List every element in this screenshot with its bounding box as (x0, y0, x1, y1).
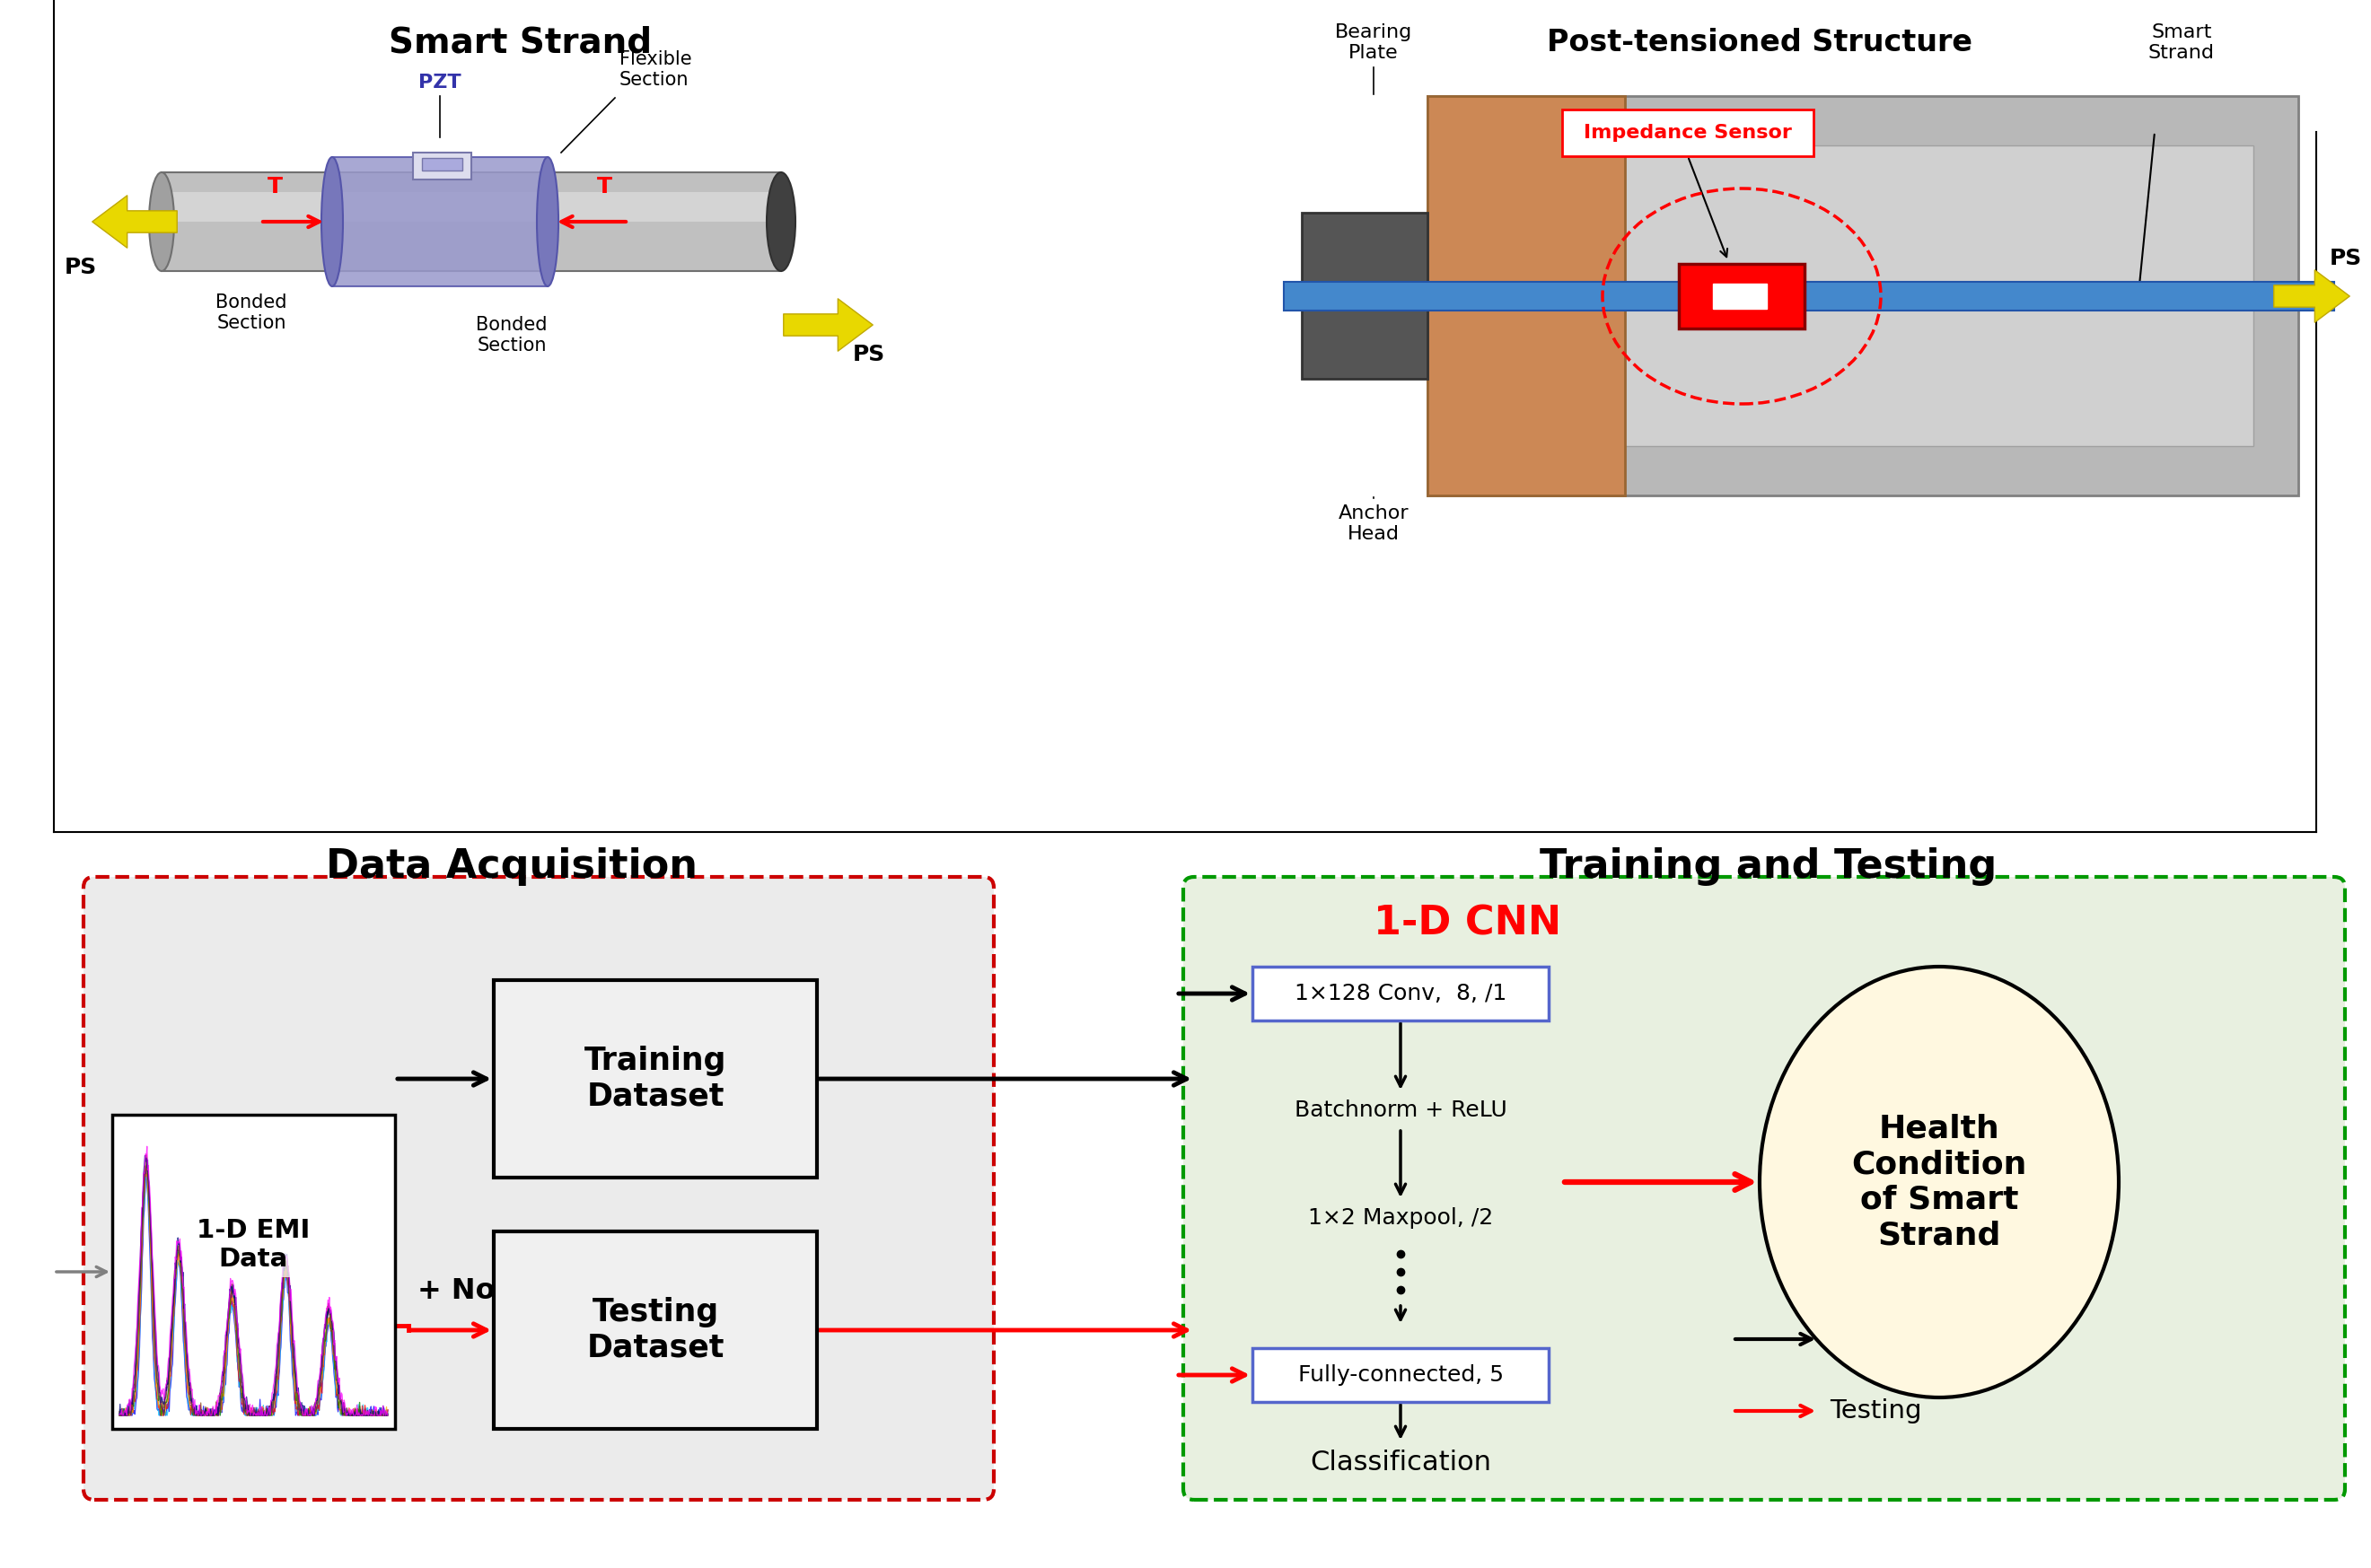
Text: PS: PS (64, 257, 97, 278)
Ellipse shape (149, 172, 173, 271)
Text: 1×128 Conv,  8, /1: 1×128 Conv, 8, /1 (1295, 983, 1506, 1005)
Text: Flexible
Section: Flexible Section (619, 50, 692, 89)
Bar (1252, 966, 1548, 1021)
Text: PZT: PZT (420, 74, 462, 91)
Bar (413, 152, 472, 179)
Bar (161, 191, 780, 221)
Bar (1472, 146, 2252, 445)
Text: Training
Dataset: Training Dataset (583, 1046, 726, 1112)
Text: Classification: Classification (1309, 1449, 1491, 1475)
Text: Data Acquisition: Data Acquisition (325, 847, 697, 886)
Text: Impedance Sensor: Impedance Sensor (1584, 124, 1792, 141)
Text: Anchor
Head: Anchor Head (1337, 505, 1408, 543)
Bar (1712, 284, 1766, 309)
Text: Bearing
Plate: Bearing Plate (1335, 24, 1413, 61)
Text: + Noise: + Noise (417, 1278, 541, 1305)
Text: Post-tensioned Structure: Post-tensioned Structure (1546, 27, 1973, 56)
Bar (493, 1231, 818, 1428)
Text: Testing
Dataset: Testing Dataset (586, 1297, 723, 1363)
Text: 1-D EMI
Data: 1-D EMI Data (197, 1218, 311, 1272)
Text: 1×2 Maxpool, /2: 1×2 Maxpool, /2 (1309, 1207, 1494, 1229)
Text: Testing: Testing (1830, 1399, 1921, 1424)
Bar (111, 1115, 396, 1428)
Text: Fully-connected, 5: Fully-connected, 5 (1297, 1364, 1503, 1386)
Text: T: T (268, 176, 282, 198)
Text: Bonded
Section: Bonded Section (216, 293, 287, 332)
Bar (1562, 110, 1814, 157)
Text: Smart
Strand: Smart Strand (2148, 24, 2215, 61)
Bar (161, 172, 780, 271)
Text: PS: PS (854, 343, 884, 365)
Bar (1427, 96, 2297, 495)
Ellipse shape (1759, 966, 2120, 1397)
Bar (1679, 263, 1804, 329)
FancyBboxPatch shape (83, 877, 993, 1499)
Text: Health
Condition
of Smart
Strand: Health Condition of Smart Strand (1852, 1113, 2027, 1250)
Ellipse shape (766, 172, 794, 271)
Bar (493, 980, 818, 1178)
Text: Smart Strand: Smart Strand (389, 25, 652, 60)
Text: Training and Testing: Training and Testing (1541, 847, 1996, 886)
Bar (1283, 282, 2333, 310)
Bar (422, 158, 462, 171)
FancyBboxPatch shape (1183, 877, 2345, 1499)
Ellipse shape (536, 157, 560, 287)
Bar (1252, 1348, 1548, 1402)
Ellipse shape (322, 157, 344, 287)
Text: Batchnorm + ReLU: Batchnorm + ReLU (1295, 1099, 1508, 1121)
Bar (1427, 96, 1624, 495)
Text: Bonded
Section: Bonded Section (477, 315, 548, 354)
Text: T: T (597, 176, 612, 198)
Text: 1-D CNN: 1-D CNN (1373, 905, 1562, 942)
Text: Training: Training (1830, 1327, 1932, 1352)
Bar (332, 157, 548, 287)
Text: PS: PS (2331, 248, 2362, 270)
Bar (1302, 213, 1427, 379)
